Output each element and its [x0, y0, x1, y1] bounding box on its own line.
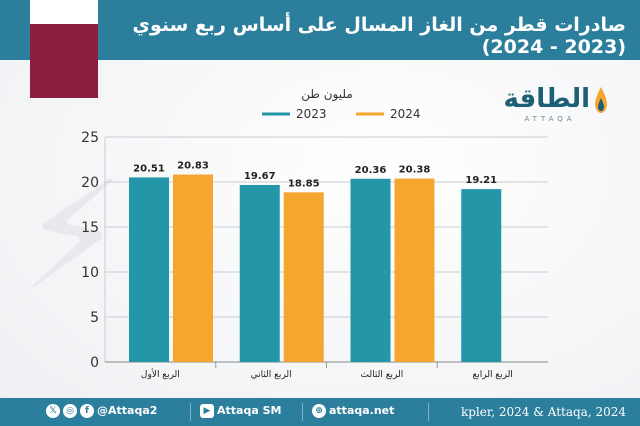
y-tick-label: 5 — [90, 310, 99, 326]
data-label: 20.36 — [355, 165, 387, 176]
header-bar: صادرات قطر من الغاز المسال على أساس ربع … — [0, 0, 640, 60]
bar-2024-2 — [394, 178, 435, 362]
page-title: صادرات قطر من الغاز المسال على أساس ربع … — [132, 14, 626, 58]
instagram-icon[interactable]: ◎ — [63, 404, 77, 418]
unit-label: مليون طن — [301, 87, 353, 102]
y-tick-label: 15 — [81, 220, 99, 236]
source-note: kpler, 2024 & Attaqa, 2024 — [460, 405, 626, 419]
y-tick-label: 25 — [81, 130, 99, 146]
footer-divider — [428, 403, 429, 421]
bar-chart: 0 5 10 15 20 25 مليون طن 2023 2024 20.51 20.83 الرب… — [81, 87, 548, 380]
bar-2024-0 — [173, 174, 213, 362]
youtube-handle[interactable]: Attaqa SM — [217, 404, 282, 417]
data-label: 20.38 — [399, 165, 431, 176]
x-tick-label: الربع الثالث — [361, 370, 404, 380]
footer-bar: 𝕏 ◎ f @Attaqa2 ▶ Attaqa SM ⊕ attaqa.net kpler… — [0, 398, 640, 426]
footer-divider — [190, 403, 191, 421]
bar-2024-1 — [283, 192, 324, 362]
website-link[interactable]: ⊕ attaqa.net — [312, 404, 394, 420]
data-label: 19.21 — [465, 175, 497, 186]
x-tick-label: الربع الأول — [141, 368, 180, 380]
brand-logo: الطاقة ATTAQA — [490, 84, 614, 128]
youtube-icon[interactable]: ▶ — [200, 404, 214, 418]
drop-icon — [595, 87, 607, 113]
social-links[interactable]: 𝕏 ◎ f @Attaqa2 — [46, 404, 157, 420]
social-handle[interactable]: @Attaqa2 — [97, 404, 158, 417]
y-tick-label: 20 — [81, 175, 99, 191]
y-tick-label: 10 — [81, 265, 99, 281]
x-tick-label: الربع الرابع — [472, 370, 512, 380]
data-label: 20.51 — [133, 163, 165, 174]
x-tick-label: الربع الثاني — [251, 370, 292, 380]
bar-2023-0 — [129, 177, 169, 362]
facebook-icon[interactable]: f — [80, 404, 94, 418]
legend-label-2024: 2024 — [390, 107, 421, 121]
legend-label-2023: 2023 — [296, 107, 327, 121]
data-label: 18.85 — [288, 178, 320, 189]
bar-2023-3 — [461, 189, 502, 362]
watermark-logo: ⚡ — [20, 150, 126, 324]
bar-2023-1 — [239, 184, 280, 362]
brand-name: الطاقة — [503, 84, 590, 114]
data-label: 19.67 — [244, 171, 276, 182]
youtube-link[interactable]: ▶ Attaqa SM — [200, 404, 281, 420]
qatar-flag-icon — [30, 0, 98, 98]
x-icon[interactable]: 𝕏 — [46, 404, 60, 418]
website-url[interactable]: attaqa.net — [329, 404, 395, 417]
data-label: 20.83 — [177, 161, 209, 172]
globe-icon[interactable]: ⊕ — [312, 404, 326, 418]
footer-divider — [302, 403, 303, 421]
bar-2023-2 — [350, 178, 391, 362]
y-tick-label: 0 — [90, 355, 99, 371]
brand-subtitle: ATTAQA — [524, 115, 576, 123]
